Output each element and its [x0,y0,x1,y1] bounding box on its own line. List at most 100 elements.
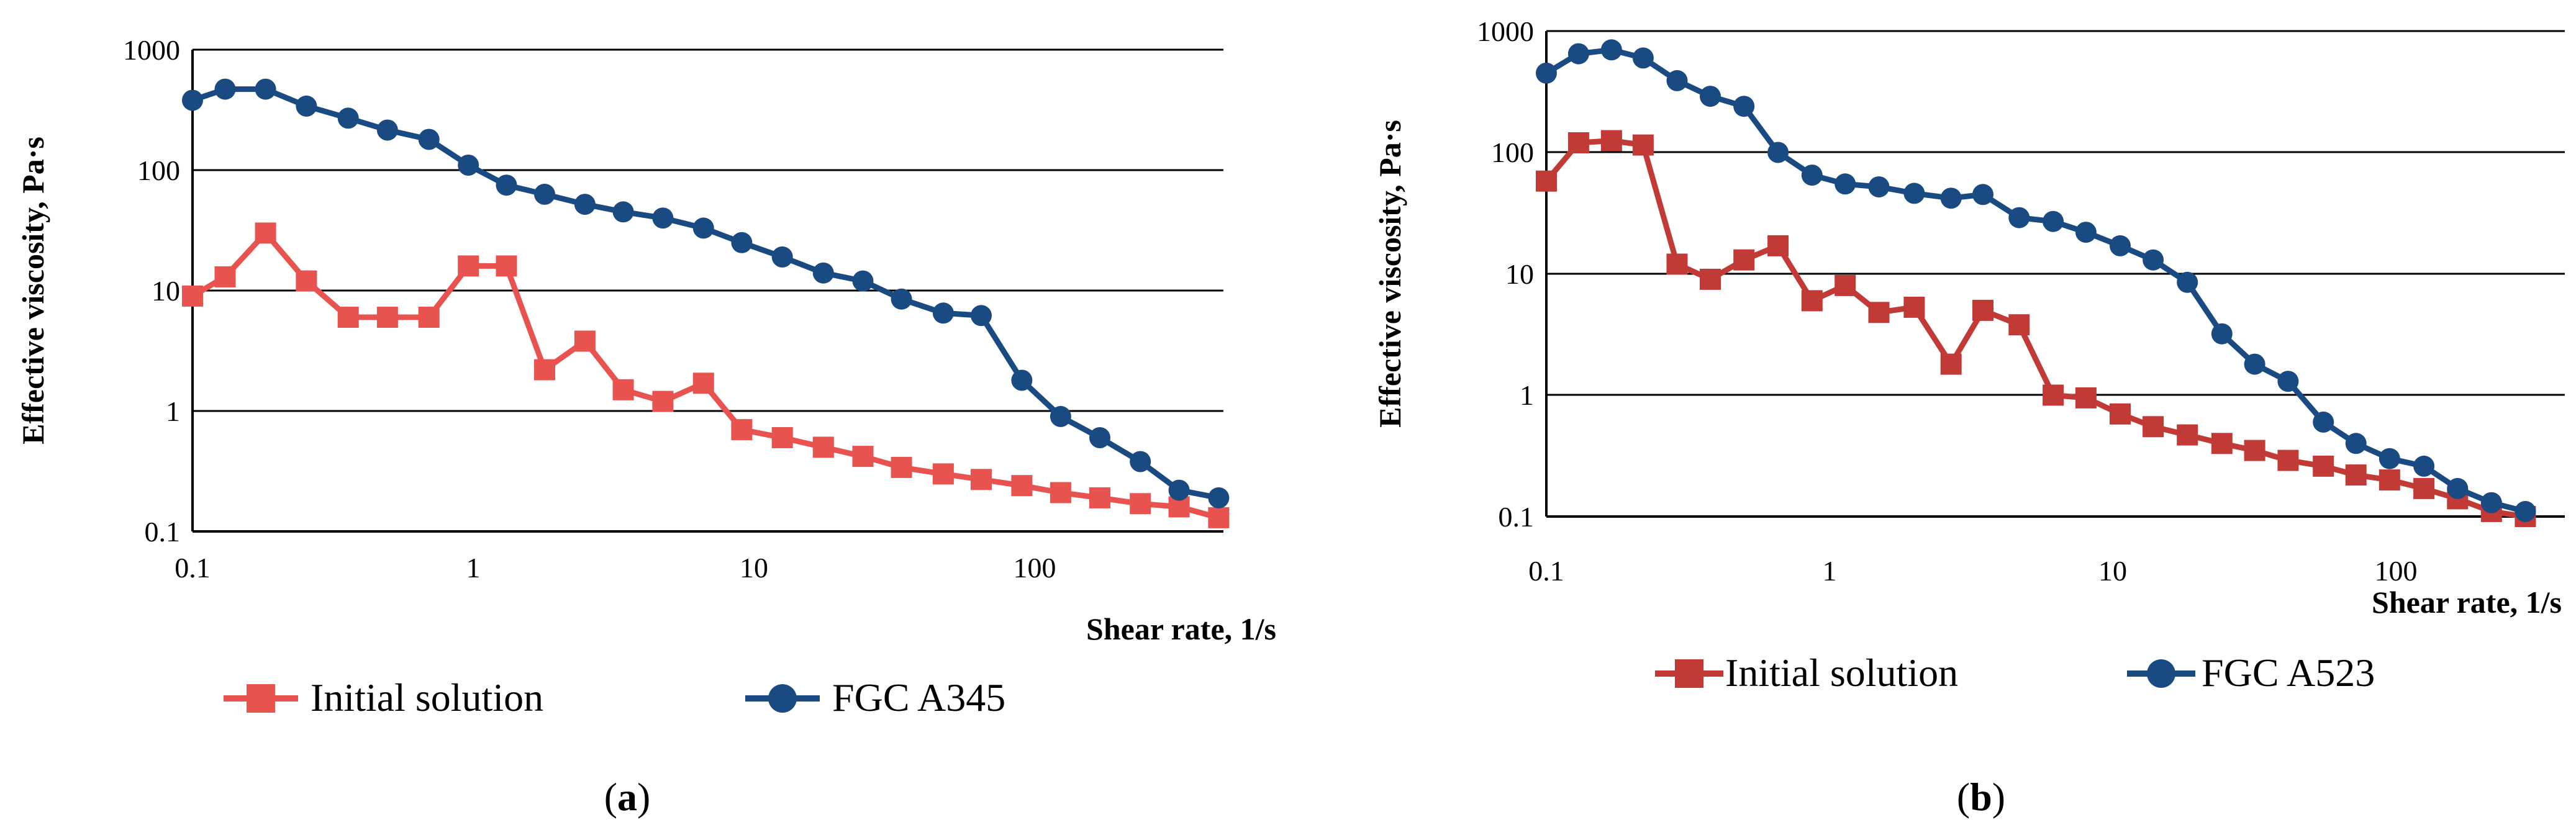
chart-a-point-initial-solution-17 [852,446,874,467]
chart-a-xtick: 1 [466,552,481,584]
chart-b-point-fgc-a523-29 [2515,500,2536,522]
chart-b-point-initial-solution-11 [1903,296,1925,318]
chart-b-point-fgc-a523-9 [1834,173,1856,195]
chart-a-point-fgc-a345-2 [255,78,276,100]
chart-b-point-fgc-a523-22 [2277,371,2299,392]
chart-b-xtick: 100 [2375,555,2418,587]
panel-label-a: (a) [604,775,651,819]
chart-a-point-initial-solution-11 [612,379,634,400]
legend-item-fgc-a523: FGC A523 [2127,651,2375,695]
circle-marker-icon [768,684,797,713]
chart-a-point-initial-solution-2 [255,222,276,244]
chart-a-y-ticks: 1000 100 10 1 0.1 [123,34,180,548]
chart-a-point-fgc-a345-3 [296,95,317,117]
chart-b-point-initial-solution-19 [2177,424,2198,446]
chart-a-ytick: 0.1 [145,516,181,548]
chart-b-point-initial-solution-8 [1801,290,1823,312]
chart-b-y-axis-label: Effective viscosity, Pa·s [1372,120,1407,428]
chart-a-point-initial-solution-6 [418,307,440,328]
chart-a-point-fgc-a345-12 [652,207,674,229]
chart-a-point-fgc-a345-6 [418,129,440,150]
panel-label-b: (b) [1957,775,2005,819]
chart-b-point-initial-solution-21 [2244,440,2265,461]
chart-b-point-initial-solution-17 [2110,403,2131,425]
chart-b-point-fgc-a523-20 [2211,323,2233,345]
chart-a-point-fgc-a345-17 [852,270,874,292]
chart-a-point-fgc-a345-7 [458,155,479,176]
chart-a-point-fgc-a345-11 [612,201,634,223]
chart-a-point-fgc-a345-24 [1130,451,1151,472]
chart-a-xtick: 100 [1014,552,1056,584]
chart-b-xtick: 10 [2098,555,2127,587]
chart-b-point-fgc-a523-24 [2345,433,2367,454]
chart-a-point-fgc-a345-18 [891,288,912,310]
legend-label: FGC A345 [832,675,1005,720]
chart-b-point-fgc-a523-19 [2177,271,2198,293]
chart-a-point-fgc-a345-13 [692,217,714,239]
square-marker-icon [1675,659,1703,688]
chart-a-series-container [182,78,1230,528]
chart-b-xtick: 1 [1823,555,1837,587]
chart-a-point-fgc-a345-0 [182,89,203,111]
chart-b-point-initial-solution-9 [1834,274,1856,296]
chart-a-point-fgc-a345-22 [1050,405,1071,427]
chart-b-point-fgc-a523-13 [1972,184,1993,205]
chart-a-point-fgc-a345-23 [1089,427,1110,448]
chart-a-point-initial-solution-23 [1089,487,1110,508]
chart-b-point-fgc-a523-17 [2110,235,2131,256]
panel-letter: b [1970,775,1992,819]
chart-a-point-initial-solution-20 [971,469,992,490]
chart-a-ytick: 100 [137,155,180,186]
chart-a-ytick: 1000 [123,34,180,66]
chart-a-point-initial-solution-8 [496,255,517,277]
chart-b-point-initial-solution-20 [2211,433,2233,454]
chart-a-point-initial-solution-15 [771,427,793,448]
chart-b-point-fgc-a523-18 [2143,249,2164,271]
chart-a-point-initial-solution-1 [214,266,236,287]
chart-b-point-initial-solution-25 [2379,469,2400,491]
chart-a-point-initial-solution-7 [458,255,479,277]
chart-b-point-fgc-a523-28 [2480,492,2502,513]
chart-b-point-initial-solution-3 [1632,134,1654,156]
chart-a-ytick: 10 [152,275,180,307]
chart-b-point-initial-solution-26 [2413,477,2435,499]
chart-a-point-initial-solution-10 [574,330,596,352]
chart-b-point-fgc-a523-11 [1903,183,1925,204]
legend-item-initial-solution: Initial solution [224,675,543,720]
chart-b: 1000 100 10 1 0.1 0.1 1 10 100 Effective… [1372,16,2565,819]
chart-a-legend: Initial solution FGC A345 [224,675,1005,720]
chart-a-point-initial-solution-19 [932,463,954,485]
chart-a-point-fgc-a345-10 [574,194,596,215]
chart-b-x-ticks: 0.1 1 10 100 [1528,555,2417,587]
legend-label: Initial solution [1725,651,1958,695]
chart-a-x-ticks: 0.1 1 10 100 [175,552,1056,584]
chart-b-xtick: 0.1 [1528,555,1564,587]
chart-b-ytick: 0.1 [1499,501,1535,533]
chart-b-series-container [1536,39,2536,527]
chart-b-point-initial-solution-16 [2075,387,2097,408]
chart-b-point-fgc-a523-8 [1801,165,1823,186]
chart-b-point-fgc-a523-25 [2379,448,2400,469]
chart-b-point-initial-solution-1 [1567,132,1589,153]
chart-b-point-fgc-a523-5 [1700,86,1721,107]
chart-a-point-fgc-a345-9 [534,183,555,205]
chart-a-point-initial-solution-21 [1011,475,1033,497]
chart-a: 1000 100 10 1 0.1 0.1 1 10 100 Effective… [16,34,1276,819]
chart-b-point-initial-solution-0 [1536,170,1557,192]
chart-b-point-initial-solution-12 [1940,353,1962,375]
chart-b-point-initial-solution-23 [2313,455,2334,477]
chart-a-xtick: 0.1 [175,552,211,584]
chart-b-point-initial-solution-22 [2277,449,2299,471]
chart-a-point-fgc-a345-19 [932,302,954,324]
chart-a-point-initial-solution-13 [692,372,714,394]
chart-b-point-initial-solution-7 [1767,235,1789,256]
chart-b-point-fgc-a523-12 [1940,187,1962,209]
chart-b-point-fgc-a523-15 [2043,210,2064,232]
chart-a-point-initial-solution-22 [1050,482,1071,503]
chart-a-point-initial-solution-0 [182,285,203,307]
chart-b-point-fgc-a523-16 [2075,222,2097,243]
chart-b-legend: Initial solution FGC A523 [1655,651,2375,695]
chart-a-point-initial-solution-4 [337,307,359,328]
chart-b-series-line-initial-solution [1544,138,2526,520]
chart-b-point-fgc-a523-6 [1733,96,1755,117]
